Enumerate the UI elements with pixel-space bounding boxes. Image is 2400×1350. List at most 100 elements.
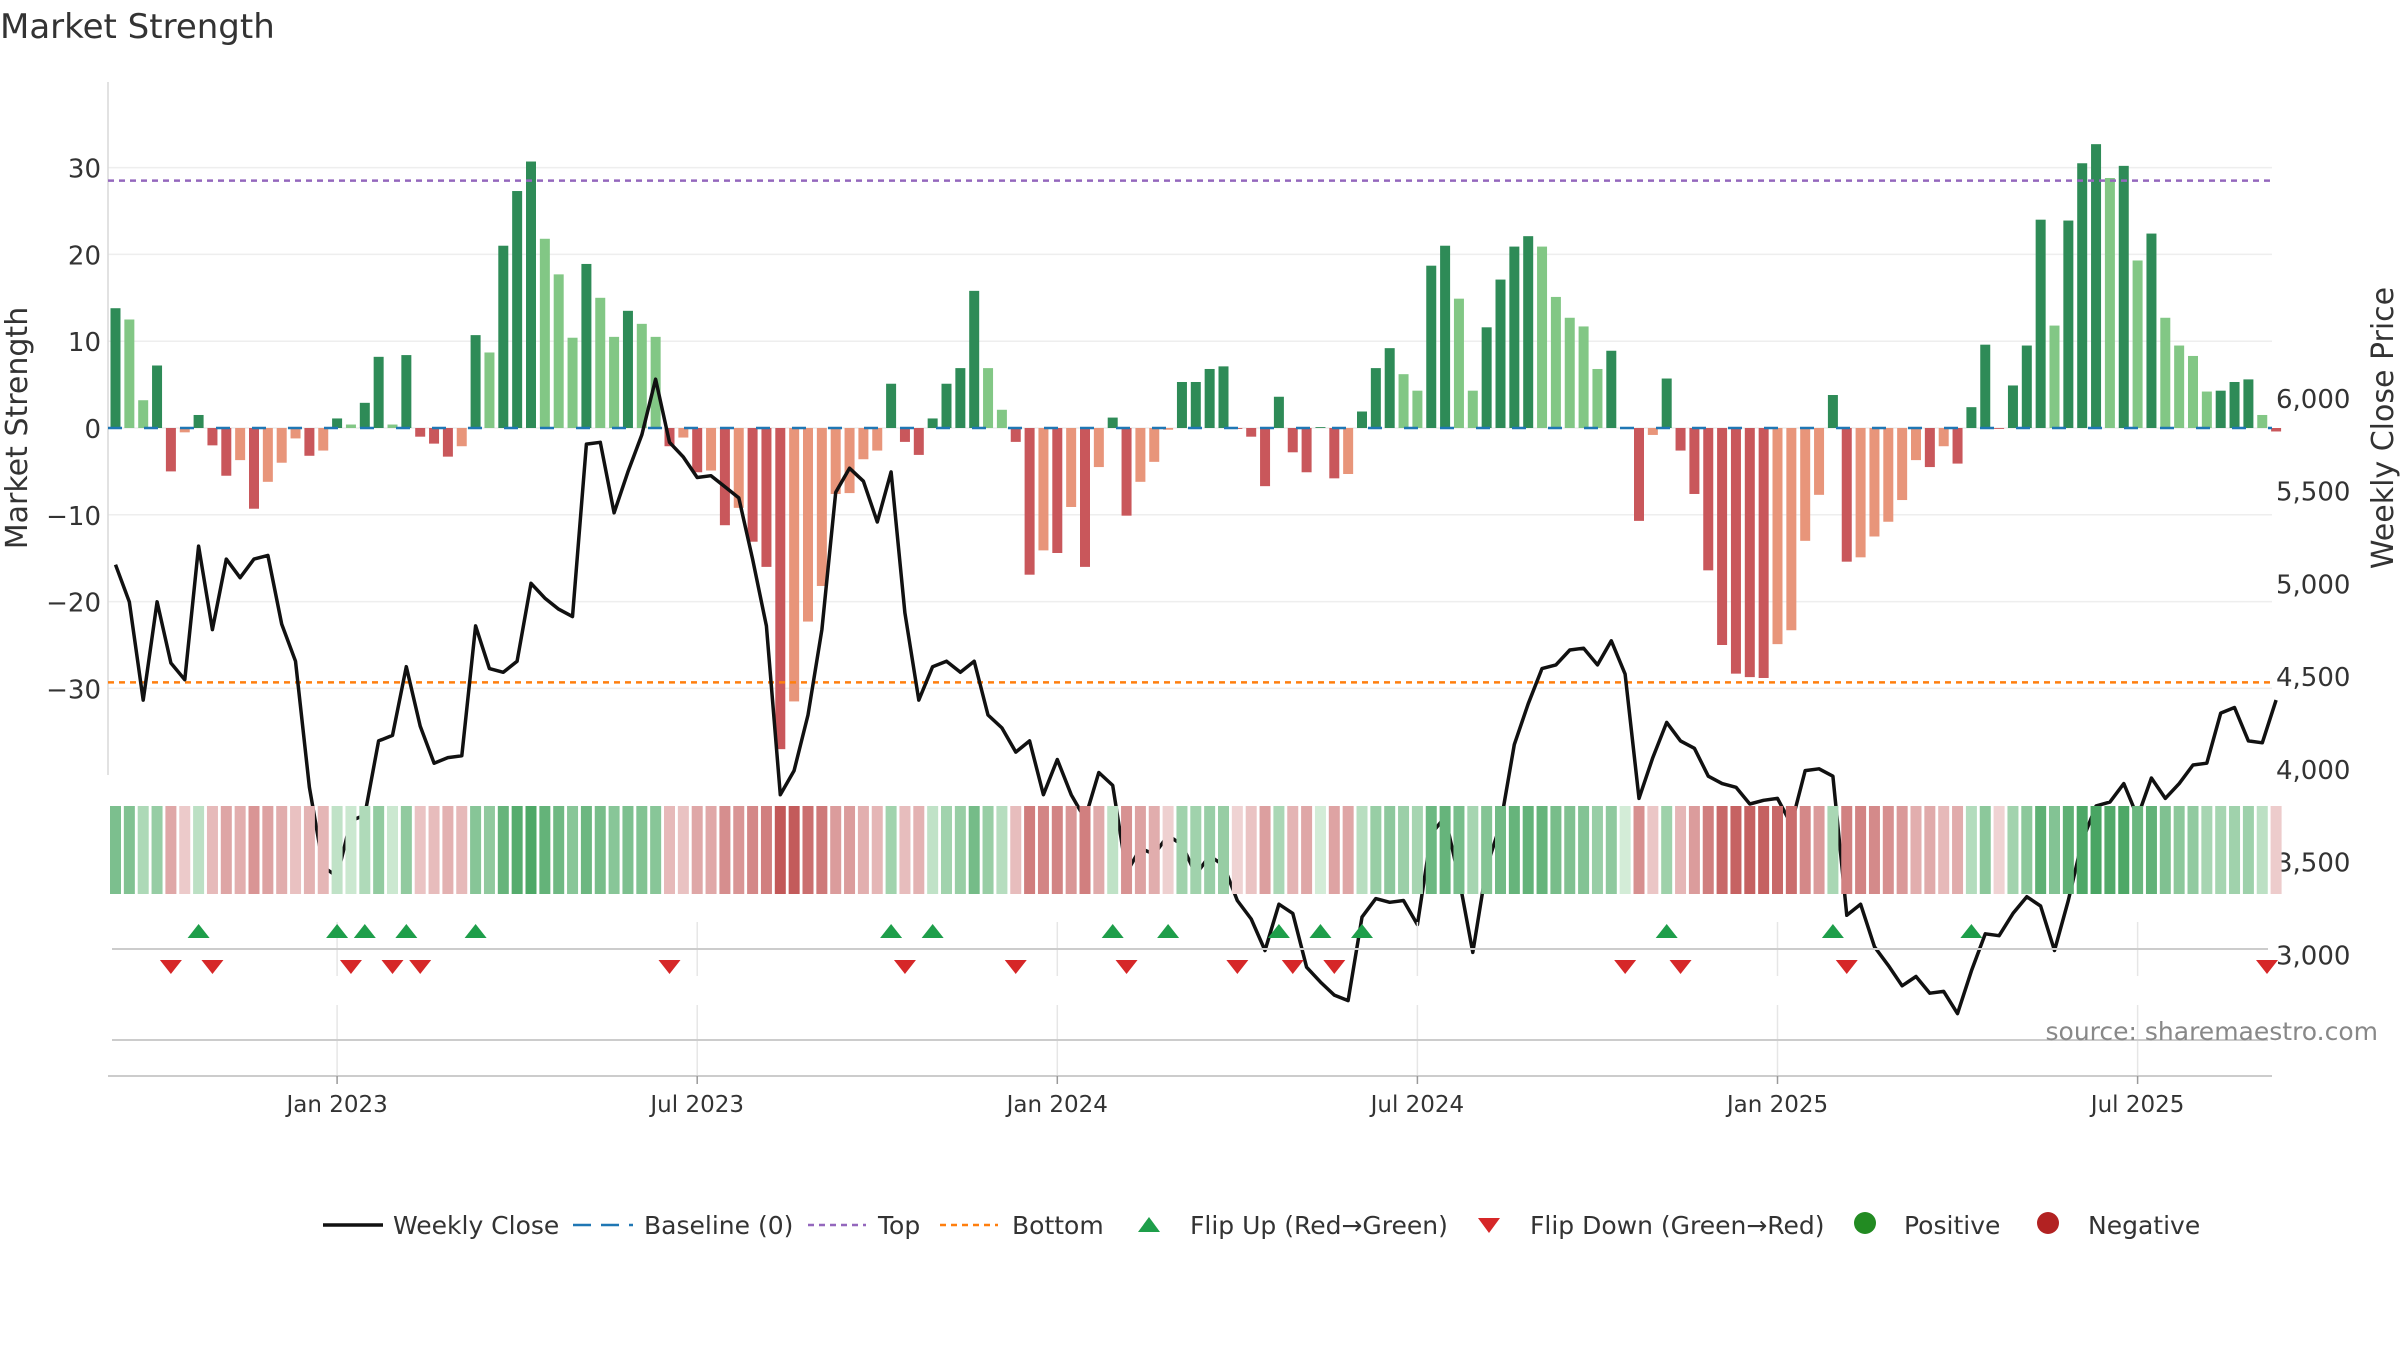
strength-bar bbox=[955, 368, 966, 428]
flip-up-marker bbox=[1309, 924, 1332, 938]
strength-bar bbox=[2063, 220, 2074, 428]
strength-bar bbox=[1149, 428, 1160, 462]
heat-cell bbox=[276, 806, 288, 894]
heat-cell bbox=[2090, 806, 2102, 894]
strength-bar bbox=[1578, 326, 1589, 428]
strength-bar bbox=[1260, 428, 1271, 487]
heat-cell bbox=[1591, 806, 1603, 894]
heat-cell bbox=[1965, 806, 1977, 894]
heat-cell bbox=[885, 806, 897, 894]
strength-bar bbox=[2104, 178, 2115, 428]
heat-cell bbox=[1370, 806, 1382, 894]
right-axis-ticks: 3,000 3,500 4,000 4,500 5,000 5,500 6,000 bbox=[2276, 385, 2350, 972]
y-tick-label: 20 bbox=[68, 241, 101, 271]
heat-cell bbox=[608, 806, 620, 894]
heat-cell bbox=[733, 806, 745, 894]
strength-bar bbox=[553, 274, 564, 428]
heat-cell bbox=[1550, 806, 1562, 894]
heat-cell bbox=[525, 806, 537, 894]
legend-flip-up-swatch bbox=[1138, 1217, 1160, 1232]
heat-cell bbox=[1661, 806, 1673, 894]
heat-cell bbox=[1425, 806, 1437, 894]
strength-bar bbox=[1924, 428, 1935, 468]
flip-up-markers bbox=[187, 924, 1983, 938]
strength-bar bbox=[1911, 428, 1921, 461]
heat-cell bbox=[179, 806, 191, 894]
heat-cell bbox=[677, 806, 689, 894]
heat-cell bbox=[123, 806, 135, 894]
strength-bar bbox=[830, 428, 841, 494]
strength-bar bbox=[1994, 428, 2005, 429]
strength-bar bbox=[622, 310, 633, 428]
strength-bar bbox=[1024, 428, 1035, 575]
heat-cell bbox=[2215, 806, 2227, 894]
heat-cell bbox=[1785, 806, 1797, 894]
strength-bar bbox=[526, 161, 536, 429]
strength-bar bbox=[789, 428, 800, 702]
strength-bar bbox=[886, 383, 897, 428]
strength-bar bbox=[165, 428, 176, 472]
heat-cell bbox=[1979, 806, 1991, 894]
strength-bar bbox=[207, 428, 218, 446]
legend-label: Baseline (0) bbox=[644, 1211, 793, 1240]
y2-tick-label: 3,000 bbox=[2276, 941, 2350, 971]
flip-up-marker bbox=[326, 924, 349, 938]
strength-bar bbox=[1883, 428, 1894, 522]
heat-cell bbox=[359, 806, 371, 894]
flip-up-marker bbox=[1821, 924, 1844, 938]
heat-cell bbox=[1218, 806, 1229, 894]
strength-bar bbox=[1080, 428, 1090, 567]
strength-bar bbox=[1772, 428, 1783, 645]
strength-bar bbox=[456, 428, 467, 447]
y2-tick-label: 4,500 bbox=[2276, 663, 2350, 693]
heat-cell bbox=[1799, 806, 1811, 894]
legend-positive-swatch bbox=[1854, 1212, 1876, 1234]
heat-cell bbox=[497, 806, 509, 894]
heat-cell bbox=[650, 806, 662, 894]
heat-cell bbox=[1051, 806, 1063, 894]
heat-cell bbox=[193, 806, 205, 894]
strength-bar bbox=[1675, 428, 1686, 451]
strength-bar bbox=[1523, 236, 1534, 428]
strength-bar bbox=[401, 355, 412, 428]
flip-up-marker bbox=[1101, 924, 1124, 938]
heat-cell bbox=[830, 806, 842, 894]
flip-down-marker bbox=[1669, 960, 1692, 974]
heat-cell bbox=[1190, 806, 1202, 894]
legend-label: Flip Down (Green→Red) bbox=[1530, 1211, 1825, 1240]
heat-cell bbox=[165, 806, 177, 894]
heat-cell bbox=[1758, 806, 1770, 894]
heat-cell bbox=[1744, 806, 1756, 894]
heat-cell bbox=[414, 806, 426, 894]
strength-bar bbox=[1647, 428, 1658, 435]
heat-cell bbox=[844, 806, 856, 894]
strength-bar bbox=[2035, 219, 2046, 428]
strength-bar bbox=[1343, 428, 1354, 475]
flip-down-marker bbox=[339, 960, 362, 974]
heat-cell bbox=[1342, 806, 1354, 894]
heat-cell bbox=[151, 806, 163, 894]
strength-bar bbox=[179, 428, 190, 433]
heat-cell bbox=[1010, 806, 1022, 894]
strength-bar bbox=[193, 414, 204, 428]
strength-heat-strip bbox=[110, 806, 2282, 894]
strength-bar bbox=[1218, 366, 1229, 428]
heat-cell bbox=[747, 806, 759, 894]
heat-cell bbox=[1855, 806, 1867, 894]
strength-bars bbox=[110, 144, 2282, 750]
strength-bar bbox=[1315, 427, 1326, 428]
heat-cell bbox=[1398, 806, 1410, 894]
x-axis: Jan 2023 Jul 2023 Jan 2024 Jul 2024 Jan 2025… bbox=[108, 1005, 2272, 1118]
y-tick-label: 30 bbox=[68, 155, 101, 185]
heat-cell bbox=[2007, 806, 2019, 894]
strength-bar bbox=[983, 368, 994, 428]
flip-down-marker bbox=[1323, 960, 1346, 974]
heat-cell bbox=[1411, 806, 1423, 894]
flip-up-marker bbox=[1960, 924, 1983, 938]
strength-bar bbox=[872, 428, 883, 451]
heat-cell bbox=[2104, 806, 2116, 894]
flip-down-marker bbox=[2256, 960, 2278, 974]
flip-up-marker bbox=[880, 924, 903, 938]
strength-bar bbox=[1398, 374, 1409, 428]
heat-cell bbox=[2062, 806, 2074, 894]
